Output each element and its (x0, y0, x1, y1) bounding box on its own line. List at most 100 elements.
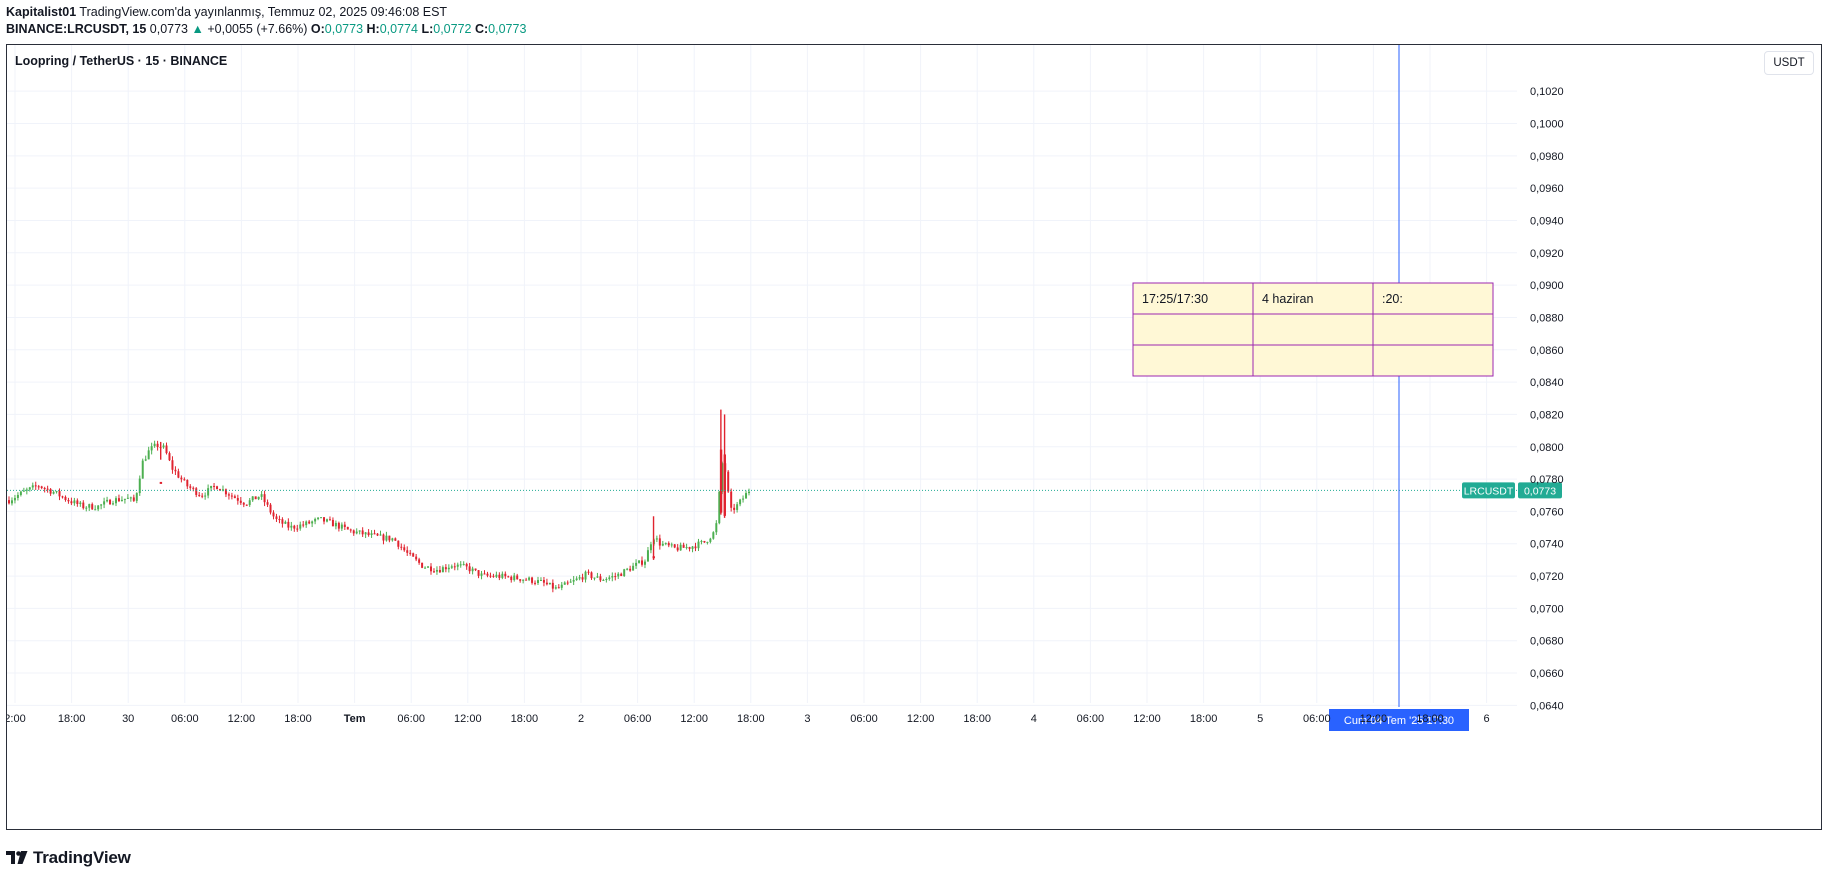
candle-body (242, 502, 245, 505)
candle-body (522, 579, 525, 581)
candle-body (557, 587, 560, 589)
candle-body (599, 576, 602, 581)
candle-body (325, 519, 328, 522)
candle-body (545, 582, 548, 585)
candle-body (358, 530, 361, 532)
candle-body (691, 546, 694, 549)
candle-body (299, 524, 302, 529)
candle-body (236, 498, 239, 501)
price-tick-label: 0,0860 (1530, 345, 1564, 357)
candle-body (186, 479, 189, 487)
candle-body (293, 525, 296, 529)
candle-body (266, 502, 269, 505)
candle-body (706, 541, 709, 543)
table-cell (1132, 313, 1254, 346)
candle-body (260, 494, 263, 497)
candle-body (483, 573, 486, 575)
candle-body (391, 538, 394, 541)
candle-body (534, 582, 537, 584)
candle-body (8, 500, 10, 504)
candle-body (281, 519, 284, 524)
brand-name: TradingView (33, 848, 131, 867)
chart-canvas[interactable]: LRCUSDT 0,0773 Cum 04 Tem '25 17:30 17:25/… (7, 45, 1822, 830)
candle-body (504, 573, 507, 577)
time-tick-label: 12:00 (228, 713, 256, 725)
time-tick-label: 18:00 (963, 713, 991, 725)
candle-body (629, 568, 632, 571)
candle-body (201, 495, 204, 497)
candle-body (427, 566, 430, 568)
candle-body (474, 568, 477, 571)
candle-body (317, 517, 320, 519)
candle-body (406, 550, 409, 553)
candle-body (551, 582, 554, 589)
candle-body (31, 485, 34, 488)
time-tick-label: 06:00 (1077, 713, 1105, 725)
candle-body (432, 571, 435, 573)
candle-body (46, 488, 49, 490)
author-name[interactable]: Kapitalist01 (6, 5, 77, 19)
symbol-tag-box (1462, 482, 1515, 499)
last-price-box (1518, 482, 1562, 499)
candle-body (397, 540, 400, 547)
price-tick-label: 0,0660 (1530, 668, 1564, 680)
time-tick-label: 4 (1031, 713, 1037, 725)
price-tick-label: 0,1020 (1530, 86, 1564, 98)
candle-body (492, 575, 495, 577)
price-tick-label: 0,0720 (1530, 571, 1564, 583)
candle-body (296, 528, 299, 530)
candle-body (70, 501, 73, 504)
pane-title: Loopring / TetherUS · 15 · BINANCE (15, 54, 228, 68)
candle-body (664, 543, 667, 545)
open-value: 0,0773 (324, 22, 364, 36)
candle-body (10, 500, 13, 504)
candle-body (364, 532, 367, 535)
candle-body (183, 479, 186, 481)
tradingview-logo[interactable]: TradingView (6, 848, 131, 868)
candle-body (221, 489, 224, 491)
time-tick-label: 3 (804, 713, 810, 725)
candle-body (450, 566, 453, 568)
candle-body (245, 504, 248, 506)
chart-header: Kapitalist01 TradingView.com'da yayınlan… (6, 4, 526, 38)
time-tick-label: 06:00 (850, 713, 878, 725)
candle-body (385, 535, 388, 541)
symbol-label: BINANCE:LRCUSDT, 15 (6, 22, 147, 36)
time-tick-label: 12:00 (907, 713, 935, 725)
candle-body (168, 453, 171, 461)
candle-body (596, 576, 599, 578)
candle-body (355, 531, 358, 534)
candle-body (272, 512, 275, 517)
currency-button[interactable]: USDT (1764, 51, 1814, 75)
price-tick-label: 0,0800 (1530, 442, 1564, 454)
candle-body (507, 576, 510, 578)
candle-body (290, 525, 293, 528)
candle-body (468, 566, 471, 572)
candle-body (667, 543, 670, 546)
table-drawing: 17:25/17:30 4 haziran:20: (1132, 282, 1494, 377)
candle-body (587, 571, 590, 573)
time-tick-label: 18:00 (737, 713, 765, 725)
candle-body (328, 519, 331, 521)
candle-body (219, 489, 222, 491)
chart-pane[interactable]: LRCUSDT 0,0773 Cum 04 Tem '25 17:30 17:25/… (6, 44, 1822, 830)
time-tick-label: 18:00 (511, 713, 539, 725)
candle-body (180, 477, 183, 480)
candle-body (204, 495, 207, 497)
candle-body (394, 538, 397, 541)
candle-body (727, 471, 730, 492)
candle-body (171, 460, 174, 470)
candle-body (682, 544, 685, 548)
close-value: 0,0773 (488, 22, 527, 36)
candle-body (100, 504, 103, 506)
candle-body (584, 571, 587, 580)
time-tick-label: 12:00 (454, 713, 482, 725)
tradingview-logo-icon (6, 851, 28, 864)
table-cell (1132, 282, 1254, 315)
ohlc-line: BINANCE:LRCUSDT, 15 0,0773 ▲ +0,0055 (+7… (6, 21, 526, 38)
candle-body (198, 494, 201, 496)
time-tick-label: 18:00 (1190, 713, 1218, 725)
candle-body (233, 496, 236, 499)
candle-body (471, 568, 474, 572)
candle-body (679, 544, 682, 551)
